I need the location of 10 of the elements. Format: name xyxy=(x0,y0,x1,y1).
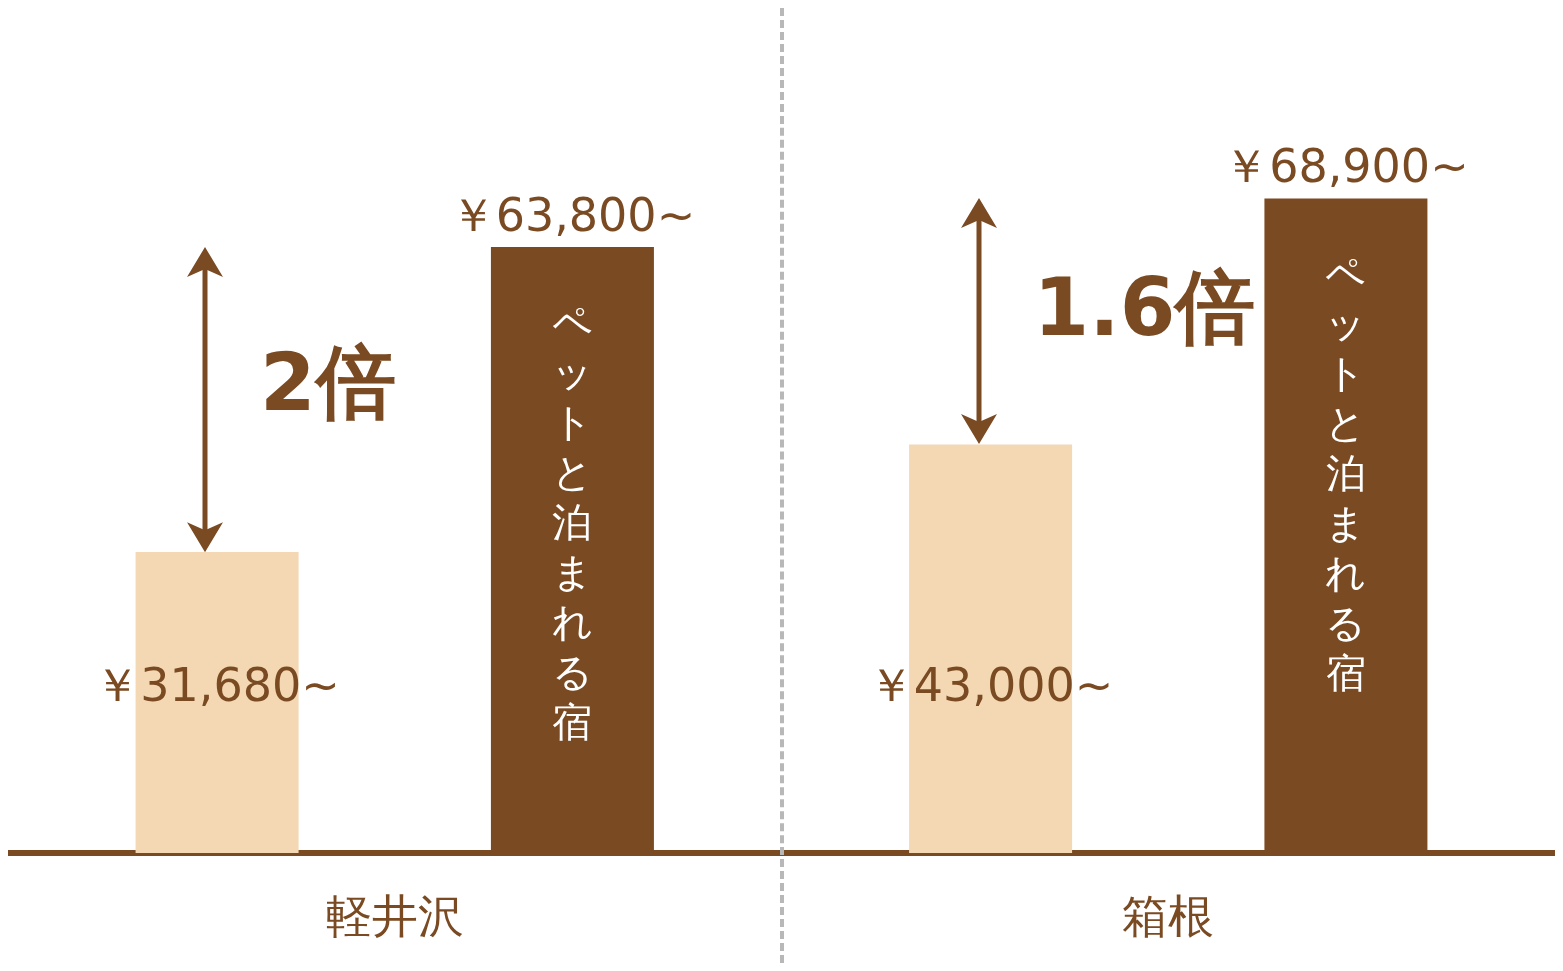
annotation: 1.6倍 xyxy=(1033,260,1256,357)
x-tick-label: 箱根 xyxy=(1122,889,1215,943)
data-label: ￥63,800~ xyxy=(449,187,696,242)
data-label: ￥31,680~ xyxy=(94,658,340,712)
data-label: ￥43,000~ xyxy=(867,658,1114,712)
annotation: 2倍 xyxy=(260,335,396,432)
data-label: ￥68,900~ xyxy=(1223,139,1469,194)
text: ペットと泊まれる宿 xyxy=(1325,250,1367,697)
text: ペットと泊まれる宿 xyxy=(551,298,593,745)
x-tick-label: 軽井沢 xyxy=(325,889,464,943)
